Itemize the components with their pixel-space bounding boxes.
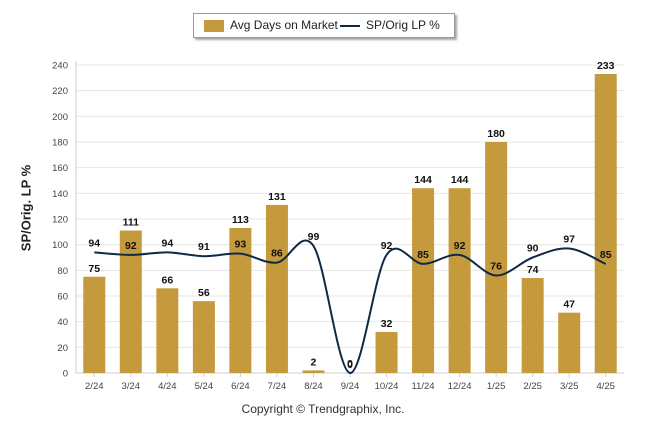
line-value-label: 92 (125, 240, 137, 252)
bar-avg-days (375, 331, 398, 373)
y-axis-label: SP/Orig. LP % (18, 164, 34, 252)
line-value-label: 76 (490, 260, 502, 272)
y-tick-label: 140 (52, 189, 68, 200)
line-value-label: 94 (88, 237, 100, 249)
legend-swatch-avg-days (204, 20, 224, 32)
y-tick-label: 120 (52, 215, 68, 226)
line-value-label: 92 (454, 240, 466, 252)
y-tick-label: 220 (52, 86, 68, 97)
x-tick-label: 1/25 (487, 381, 506, 392)
bar-value-label: 32 (381, 318, 393, 330)
legend-label-avg-days: Avg Days on Market (230, 18, 338, 32)
bar-value-label: 66 (161, 274, 173, 286)
copyright-footer: Copyright © Trendgraphix, Inc. (241, 402, 405, 416)
bar-value-label: 113 (232, 214, 249, 226)
x-tick-label: 12/24 (448, 381, 472, 392)
y-tick-label: 20 (57, 343, 68, 354)
x-tick-label: 11/24 (412, 381, 435, 392)
bar-value-label: 144 (414, 174, 432, 186)
chart-legend: Avg Days on Market SP/Orig LP % (193, 13, 455, 38)
x-tick-label: 4/25 (596, 381, 615, 392)
line-value-label: 85 (600, 249, 612, 261)
bar-avg-days (156, 288, 179, 373)
bar-value-label: 233 (597, 60, 615, 72)
legend-label-sp-orig: SP/Orig LP % (366, 18, 440, 32)
bar-value-label: 56 (198, 287, 210, 299)
x-tick-label: 3/24 (122, 381, 141, 392)
x-tick-label: 8/24 (304, 381, 323, 392)
bar-avg-days (485, 142, 508, 373)
y-tick-label: 40 (57, 317, 68, 328)
y-tick-label: 240 (52, 61, 68, 72)
y-tick-label: 80 (57, 266, 68, 277)
line-value-label: 86 (271, 248, 283, 260)
line-value-label: 91 (198, 241, 210, 253)
x-tick-label: 7/24 (268, 381, 287, 392)
bar-avg-days (83, 276, 106, 373)
bar-avg-days (302, 370, 325, 373)
bar-value-label: 74 (527, 264, 539, 276)
x-tick-label: 2/25 (523, 381, 542, 392)
bar-avg-days (119, 230, 142, 373)
y-tick-label: 180 (52, 138, 68, 149)
line-value-label: 93 (235, 239, 247, 251)
bar-avg-days (558, 312, 581, 373)
bar-avg-days (412, 188, 435, 373)
bar-value-label: 47 (563, 299, 575, 311)
bar-value-label: 0 (347, 359, 353, 371)
line-value-label: 92 (381, 240, 393, 252)
line-sp-orig-lp (94, 239, 607, 374)
bar-value-label: 180 (487, 128, 505, 140)
y-tick-label: 100 (52, 240, 68, 251)
bar-avg-days (229, 227, 252, 373)
legend-swatch-sp-orig (340, 25, 360, 27)
y-tick-label: 160 (52, 163, 68, 174)
line-value-label: 94 (161, 237, 173, 249)
bar-avg-days (265, 204, 288, 373)
line-value-label: 85 (417, 249, 429, 261)
bar-avg-days (448, 188, 471, 373)
bar-value-label: 2 (311, 356, 317, 368)
line-value-label: 97 (563, 234, 575, 246)
x-tick-label: 10/24 (375, 381, 399, 392)
bar-value-label: 131 (268, 191, 286, 203)
bar-avg-days (521, 278, 544, 373)
y-tick-label: 200 (52, 112, 68, 123)
y-tick-label: 0 (63, 369, 68, 380)
line-value-label: 90 (527, 243, 539, 255)
x-tick-label: 9/24 (341, 381, 360, 392)
x-tick-label: 4/24 (158, 381, 177, 392)
x-tick-label: 6/24 (231, 381, 250, 392)
x-tick-label: 3/25 (560, 381, 579, 392)
bar-avg-days (192, 301, 215, 373)
bar-value-label: 75 (88, 263, 100, 275)
bar-value-label: 144 (451, 174, 469, 186)
line-value-label: 0 (347, 358, 353, 370)
x-tick-label: 5/24 (195, 381, 214, 392)
bar-avg-days (594, 73, 617, 373)
line-value-label: 99 (308, 231, 320, 243)
x-tick-label: 2/24 (85, 381, 104, 392)
y-tick-label: 60 (57, 292, 68, 303)
bar-value-label: 111 (123, 217, 140, 229)
